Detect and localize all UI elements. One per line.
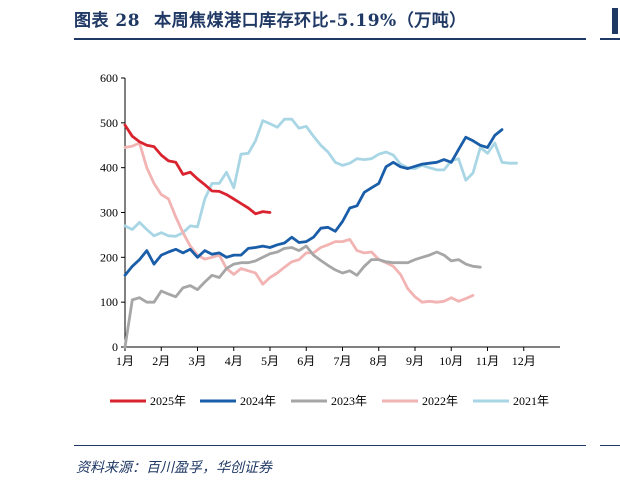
title-text: 本周焦煤港口库存环比-5.19%（万吨） [154, 11, 467, 31]
series-line-2023 [123, 244, 482, 349]
series-line-2025 [123, 123, 272, 216]
x-tick-label: 10月 [439, 354, 463, 368]
y-tick-label: 600 [100, 71, 118, 85]
y-tick-label: 400 [100, 161, 118, 175]
adjacent-footer-rule [600, 445, 620, 446]
x-tick-label: 9月 [406, 354, 424, 368]
series-line-2024 [123, 128, 504, 277]
y-tick-label: 0 [112, 340, 118, 354]
y-tick-label: 500 [100, 116, 118, 130]
series-line-2022 [123, 141, 475, 304]
source-note: 资料来源：百川盈孚，华创证券 [76, 460, 272, 476]
x-tick-label: 12月 [512, 354, 536, 368]
legend-label: 2023年 [331, 394, 367, 408]
adjacent-panel-mark [612, 8, 618, 34]
y-tick-label: 200 [100, 250, 118, 264]
adjacent-panel-rule [600, 38, 620, 40]
x-tick-label: 7月 [333, 354, 351, 368]
legend-label: 2022年 [422, 394, 458, 408]
footer-rule [74, 445, 586, 446]
y-tick-label: 100 [100, 295, 118, 309]
x-tick-label: 8月 [370, 354, 388, 368]
legend-label: 2021年 [513, 394, 549, 408]
x-tick-label: 6月 [297, 354, 315, 368]
x-tick-label: 5月 [261, 354, 279, 368]
legend-label: 2025年 [150, 394, 186, 408]
y-tick-label: 300 [100, 206, 118, 220]
x-tick-label: 4月 [225, 354, 243, 368]
legend-label: 2024年 [240, 394, 276, 408]
x-tick-label: 1月 [116, 354, 134, 368]
figure-label: 图表 28 [74, 11, 141, 31]
x-tick-label: 2月 [152, 354, 170, 368]
x-tick-label: 11月 [476, 354, 500, 368]
title-rule [74, 38, 586, 40]
series-line-2021 [123, 117, 518, 238]
chart-title: 图表 28 本周焦煤港口库存环比-5.19%（万吨） [74, 6, 467, 31]
x-tick-label: 3月 [188, 354, 206, 368]
